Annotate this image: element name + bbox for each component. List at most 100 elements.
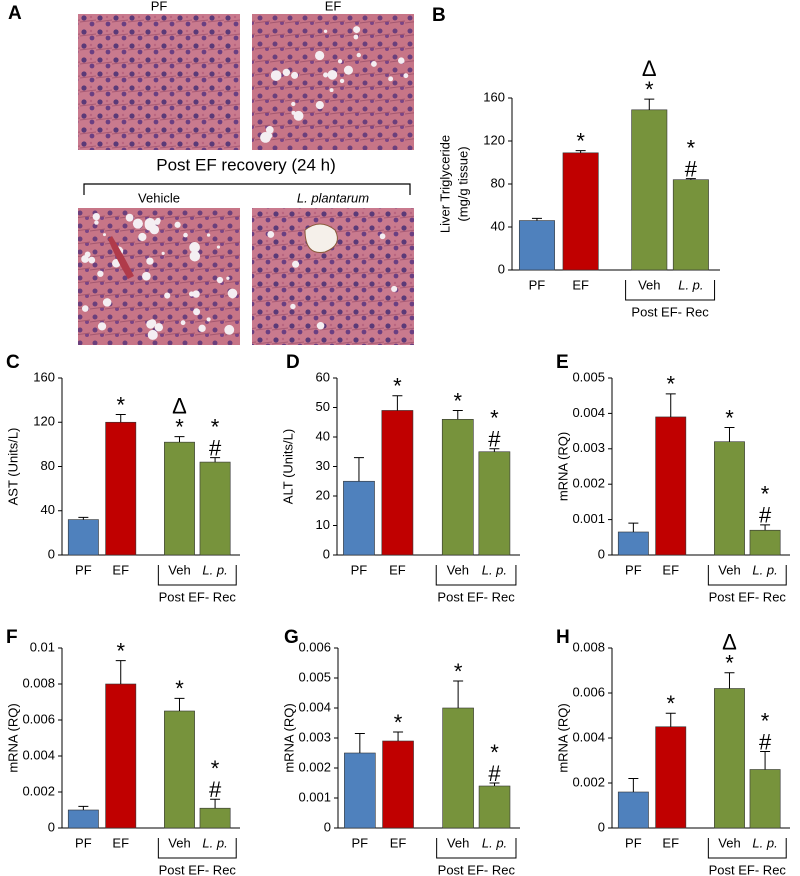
bar (105, 683, 137, 829)
error-bar (760, 524, 771, 531)
bar (655, 726, 687, 829)
vacuole (388, 76, 394, 82)
x-tick-label: PF (625, 562, 642, 577)
vacuole (154, 219, 161, 225)
y-tick-label: 40 (41, 502, 55, 517)
x-tick-label: EF (112, 835, 129, 850)
group-label: Post EF- Rec (159, 862, 237, 876)
y-tick-label: 0.004 (22, 747, 55, 762)
vacuole (198, 324, 206, 333)
error-bar (685, 178, 696, 180)
y-tick-label: 0 (323, 546, 330, 561)
bar (67, 809, 99, 829)
error-bar (453, 680, 464, 708)
vacuole (291, 101, 296, 107)
y-tick-label: 0.008 (572, 639, 605, 654)
error-bar (628, 522, 639, 532)
error-bar (665, 712, 676, 727)
vacuole (337, 59, 343, 64)
vessel (304, 223, 338, 254)
x-tick-label: L. p. (482, 835, 507, 850)
y-tick-label: 0 (598, 546, 605, 561)
x-tick-label: L. p. (482, 562, 507, 577)
histology-image (252, 14, 414, 150)
vacuole (339, 78, 345, 84)
x-tick-label: Veh (447, 835, 469, 850)
significance-mark: Δ (642, 56, 657, 81)
x-tick-label: L. p. (752, 835, 777, 850)
error-bar (724, 427, 735, 442)
bar (714, 688, 745, 829)
significance-mark: * (687, 135, 696, 160)
y-tick-label: 0.005 (298, 669, 331, 684)
image-label: Vehicle (138, 190, 180, 205)
group-label: Post EF- Rec (438, 862, 516, 876)
error-bar (452, 409, 463, 420)
x-tick-label: PF (529, 277, 546, 292)
x-tick-label: Veh (447, 562, 469, 577)
y-axis-label: mRNA (RQ) (555, 703, 570, 772)
y-tick-label: 0.002 (22, 783, 55, 798)
vacuole (183, 232, 188, 238)
y-tick-label: 0.006 (572, 684, 605, 699)
vacuole (323, 72, 329, 78)
panel-label: A (8, 3, 22, 24)
vacuole (102, 298, 112, 307)
vacuole (146, 257, 154, 265)
panel-label: F (6, 627, 18, 648)
vacuole (329, 88, 334, 93)
bar (343, 480, 375, 556)
x-tick-label: L. p. (202, 835, 227, 850)
x-tick-label: L. p. (202, 562, 227, 577)
error-bar (78, 805, 89, 810)
y-axis-label: mRNA (RQ) (555, 432, 570, 501)
significance-mark: * (116, 638, 125, 663)
vacuole (343, 65, 353, 75)
vacuole (371, 61, 377, 67)
vacuole (138, 232, 147, 242)
vacuole (291, 71, 299, 79)
vacuole (147, 329, 158, 340)
group-bracket (435, 565, 517, 586)
vacuole (97, 322, 107, 331)
vacuole (292, 260, 300, 268)
panel-a: A PF EF Post EF recovery (24 h) Vehicle … (8, 0, 414, 345)
vacuole (227, 288, 238, 299)
bar (199, 461, 231, 556)
vacuole (125, 213, 134, 222)
x-tick-label: Veh (718, 835, 740, 850)
significance-mark: # (759, 503, 772, 528)
vacuole (132, 218, 143, 229)
significance-mark: * (394, 710, 403, 735)
significance-mark: # (488, 761, 501, 786)
vacuole (327, 70, 338, 80)
error-bar (353, 457, 364, 482)
x-tick-label: Veh (168, 835, 190, 850)
vacuole (224, 324, 235, 335)
bar (478, 451, 511, 556)
bar (344, 752, 376, 829)
error-bar (115, 660, 126, 684)
y-axis-label: mRNA (RQ) (281, 703, 296, 772)
significance-mark: * (454, 659, 463, 684)
bar (617, 531, 649, 556)
y-tick-label: 0.002 (572, 774, 605, 789)
significance-mark: * (211, 414, 220, 439)
y-tick-label: 0.004 (572, 405, 605, 420)
vacuole (88, 256, 96, 264)
significance-mark: * (116, 392, 125, 417)
error-bar (210, 798, 221, 809)
y-tick-label: 0.006 (298, 639, 331, 654)
panel-label: E (556, 352, 569, 373)
vacuole (290, 303, 296, 310)
panel-label: D (286, 352, 300, 373)
error-bar (354, 733, 365, 753)
bar (714, 441, 745, 556)
y-axis-label: Liver Triglyceride (437, 135, 452, 233)
error-bar (724, 672, 735, 689)
y-axis-label: (mg/g tissue) (455, 146, 470, 221)
x-tick-label: Veh (168, 562, 190, 577)
vacuole (193, 308, 201, 316)
group-bracket (157, 838, 237, 859)
group-label: Post EF- Rec (631, 304, 709, 319)
